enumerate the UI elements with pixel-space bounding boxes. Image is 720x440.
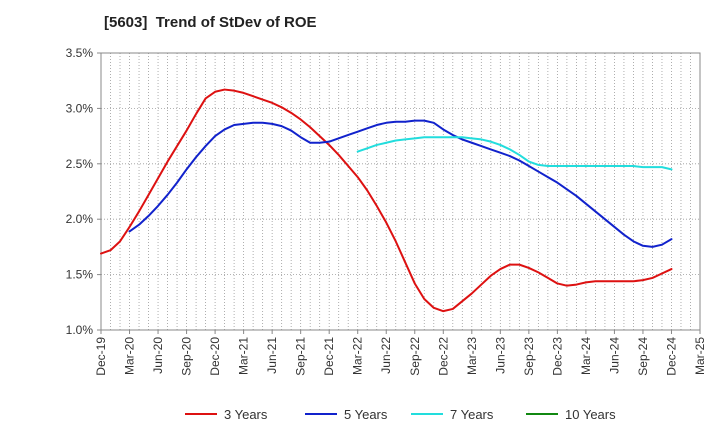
y-tick-label: 2.5% xyxy=(66,157,94,171)
x-tick-label: Sep-21 xyxy=(294,337,308,376)
x-tick-label: Mar-23 xyxy=(465,337,479,375)
x-tick-label: Dec-24 xyxy=(664,337,678,376)
x-tick-label: Dec-20 xyxy=(208,337,222,376)
x-tick-label: Mar-22 xyxy=(351,337,365,375)
x-tick-label: Jun-24 xyxy=(607,337,621,374)
chart-title: [5603] Trend of StDev of ROE xyxy=(104,14,317,31)
x-tick-label: Sep-20 xyxy=(180,337,194,376)
grid-layer xyxy=(101,53,700,330)
x-tick-label: Sep-24 xyxy=(636,337,650,376)
legend-label-3-years: 3 Years xyxy=(224,407,268,422)
x-tick-label: Jun-22 xyxy=(379,337,393,374)
y-tick-label: 3.0% xyxy=(66,101,94,115)
series-line-5-years xyxy=(128,119,673,248)
y-tick-label: 2.0% xyxy=(66,212,94,226)
x-tick-label: Dec-19 xyxy=(94,337,108,376)
x-tick-label: Mar-24 xyxy=(579,337,593,375)
axis-layer: 1.0% 1.5% 2.0% 2.5% 3.0% 3.5% Dec-19 Mar-20 Jun-… xyxy=(66,46,707,376)
y-tick-label: 1.5% xyxy=(66,268,94,282)
x-tick-label: Dec-22 xyxy=(436,337,450,376)
legend: 3 Years 5 Years 7 Years 10 Years xyxy=(185,407,616,422)
x-tick-label: Mar-20 xyxy=(123,337,137,375)
x-tick-label: Sep-23 xyxy=(522,337,536,376)
x-tick-label: Mar-21 xyxy=(237,337,251,375)
series-layer xyxy=(100,88,673,313)
series-line-3-years xyxy=(100,88,673,313)
legend-label-5-years: 5 Years xyxy=(344,407,388,422)
x-tick-label: Sep-22 xyxy=(408,337,422,376)
x-tick-label: Dec-21 xyxy=(322,337,336,376)
y-tick-label: 3.5% xyxy=(66,46,94,60)
legend-label-10-years: 10 Years xyxy=(565,407,616,422)
plot-frame xyxy=(100,52,701,331)
x-tick-label: Jun-23 xyxy=(493,337,507,374)
x-tick-label: Jun-20 xyxy=(151,337,165,374)
y-tick-label: 1.0% xyxy=(66,323,94,337)
legend-label-7-years: 7 Years xyxy=(450,407,494,422)
series-line-7-years xyxy=(356,136,673,171)
x-tick-label: Mar-25 xyxy=(693,337,707,375)
x-tick-label: Jun-21 xyxy=(265,337,279,374)
x-tick-label: Dec-23 xyxy=(550,337,564,376)
